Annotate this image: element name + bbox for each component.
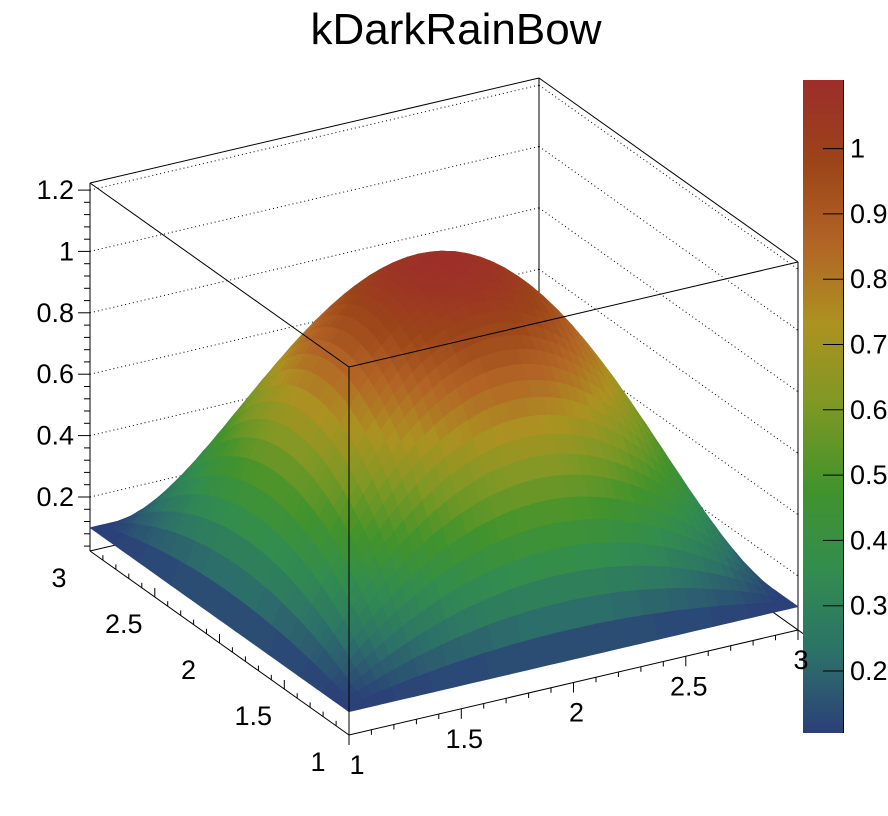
palette-gradient <box>803 80 843 733</box>
z-axis-label: 0.4 <box>36 421 74 451</box>
x-axis-label: 2 <box>569 698 584 728</box>
x-axis-label: 1 <box>349 750 364 780</box>
palette-tick-label: 0.8 <box>850 264 888 294</box>
x-axis-label: 2.5 <box>670 671 708 701</box>
y-axis: 3 2.5 2 1.5 1 <box>51 542 350 777</box>
palette-tick-label: 0.5 <box>850 460 888 490</box>
x-axis: 1 1.5 2 2.5 3 <box>348 630 809 780</box>
palette-tick-label: 0.4 <box>850 525 888 555</box>
y-axis-label: 3 <box>51 563 66 593</box>
y-axis-label: 1 <box>310 747 325 777</box>
palette-tick-label: 0.3 <box>850 591 888 621</box>
y-axis-label: 2.5 <box>105 609 143 639</box>
palette-tick-label: 1 <box>850 134 865 164</box>
surface <box>89 250 799 713</box>
z-axis-label: 0.6 <box>36 359 74 389</box>
y-axis-label: 2 <box>181 655 196 685</box>
y-axis-label: 1.5 <box>235 701 273 731</box>
front-box <box>89 182 799 736</box>
z-axis-label: 0.8 <box>36 298 74 328</box>
x-axis-label: 3 <box>793 645 808 675</box>
z-axis-label: 1 <box>59 236 74 266</box>
palette-tick-label: 0.9 <box>850 199 888 229</box>
palette-tick-label: 0.7 <box>850 330 888 360</box>
z-axis: 0.2 0.4 0.6 0.8 1 1.2 <box>36 175 91 551</box>
palette-tick-label: 0.2 <box>850 656 888 686</box>
plot-title: kDarkRainBow <box>310 5 602 54</box>
palette-bar: 0.2 0.3 0.4 0.5 0.6 0.7 0.8 0.9 1 <box>803 80 888 733</box>
palette-tick-label: 0.6 <box>850 395 888 425</box>
x-axis-label: 1.5 <box>446 724 484 754</box>
z-axis-label: 1.2 <box>36 175 74 205</box>
z-axis-label: 0.2 <box>36 482 74 512</box>
